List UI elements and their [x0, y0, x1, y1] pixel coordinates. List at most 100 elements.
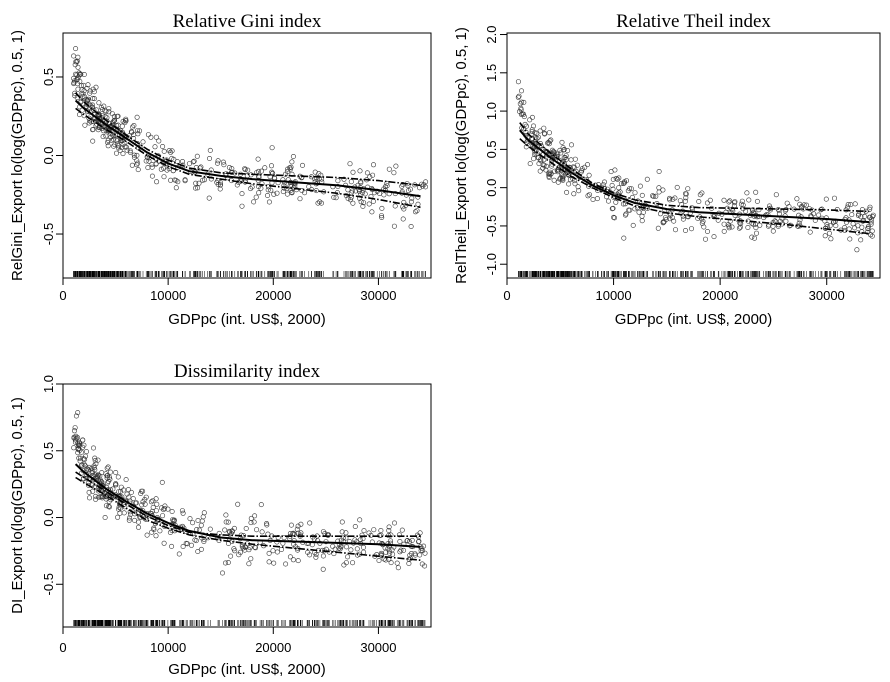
scatter-point	[153, 508, 159, 514]
scatter-point	[117, 510, 123, 516]
scatter-point	[195, 548, 201, 554]
scatter-point	[756, 207, 762, 213]
scatter-point	[339, 529, 345, 535]
scatter-point	[582, 164, 588, 170]
scatter-point	[357, 168, 363, 174]
scatter-point	[803, 202, 809, 208]
scatter-point	[193, 180, 199, 186]
scatter-point	[76, 455, 82, 461]
scatter-point	[270, 548, 276, 554]
scatter-point	[249, 184, 255, 190]
scatter-point	[168, 149, 174, 155]
scatter-point	[538, 143, 544, 149]
scatter-point	[105, 140, 111, 146]
scatter-point	[80, 437, 86, 443]
scatter-point	[385, 546, 391, 552]
scatter-point	[614, 176, 620, 182]
scatter-point	[159, 479, 165, 485]
scatter-point	[128, 489, 134, 495]
scatter-point	[81, 82, 87, 88]
scatter-point	[284, 185, 290, 191]
scatter-point	[543, 167, 549, 173]
scatter-point	[156, 138, 162, 144]
scatter-point	[222, 527, 228, 533]
scatter-point	[518, 112, 524, 118]
scatter-point	[682, 228, 688, 234]
scatter-point	[359, 532, 365, 538]
scatter-point	[415, 201, 421, 207]
scatter-point	[75, 54, 81, 60]
scatter-point	[71, 445, 77, 451]
scatter-point	[852, 225, 858, 231]
scatter-point	[252, 513, 258, 519]
scatter-point	[605, 198, 611, 204]
scatter-point	[239, 203, 245, 209]
scatter-point	[625, 188, 631, 194]
y-tick-label: -1.0	[484, 253, 499, 275]
scatter-point	[823, 196, 829, 202]
scatter-point	[685, 214, 691, 220]
scatter-point	[680, 216, 686, 222]
scatter-point	[331, 194, 337, 200]
scatter-point	[702, 236, 708, 242]
scatter-point	[123, 144, 129, 150]
scatter-point	[827, 223, 833, 229]
scatter-point	[294, 526, 300, 532]
scatter-point	[121, 510, 127, 516]
scatter-point	[743, 208, 749, 214]
scatter-point	[195, 185, 201, 191]
scatter-point	[371, 190, 377, 196]
scatter-point	[93, 474, 99, 480]
scatter-point	[699, 220, 705, 226]
scatter-point	[537, 128, 543, 134]
scatter-point	[107, 476, 113, 482]
x-tick-label: 30000	[809, 288, 845, 303]
scatter-point	[570, 164, 576, 170]
scatter-point	[533, 135, 539, 141]
scatter-point	[117, 148, 123, 154]
scatter-point	[91, 119, 97, 125]
scatter-point	[91, 89, 97, 95]
scatter-point	[350, 560, 356, 566]
scatter-point	[854, 247, 860, 253]
scatter-point	[371, 527, 377, 533]
scatter-point	[548, 171, 554, 177]
scatter-point	[207, 147, 213, 153]
scatter-point	[366, 201, 372, 207]
scatter-point	[228, 553, 234, 559]
x-tick-label: 10000	[150, 288, 186, 303]
scatter-point	[727, 198, 733, 204]
scatter-point	[548, 163, 554, 169]
scatter-point	[165, 506, 171, 512]
scatter-point	[622, 212, 628, 218]
scatter-point	[132, 517, 138, 523]
scatter-point	[721, 228, 727, 234]
scatter-point	[83, 97, 89, 103]
scatter-point	[77, 455, 83, 461]
scatter-point	[160, 513, 166, 519]
scatter-point	[111, 143, 117, 149]
x-tick-label: 0	[59, 288, 66, 303]
x-tick-label: 20000	[255, 640, 291, 655]
scatter-point	[753, 225, 759, 231]
scatter-point	[180, 543, 186, 549]
scatter-point	[786, 204, 792, 210]
scatter-point	[354, 552, 360, 558]
scatter-point	[325, 532, 331, 538]
scatter-point	[201, 510, 207, 516]
scatter-point	[745, 225, 751, 231]
scatter-point	[287, 166, 293, 172]
scatter-point	[115, 474, 121, 480]
scatter-point	[87, 90, 93, 96]
scatter-point	[109, 111, 115, 117]
scatter-point	[315, 200, 321, 206]
scatter-point	[90, 488, 96, 494]
scatter-point	[150, 498, 156, 504]
scatter-point	[103, 503, 109, 509]
scatter-point	[617, 189, 623, 195]
scatter-point	[350, 169, 356, 175]
scatter-point	[590, 197, 596, 203]
scatter-point	[740, 202, 746, 208]
scatter-point	[229, 169, 235, 175]
scatter-point	[559, 176, 565, 182]
